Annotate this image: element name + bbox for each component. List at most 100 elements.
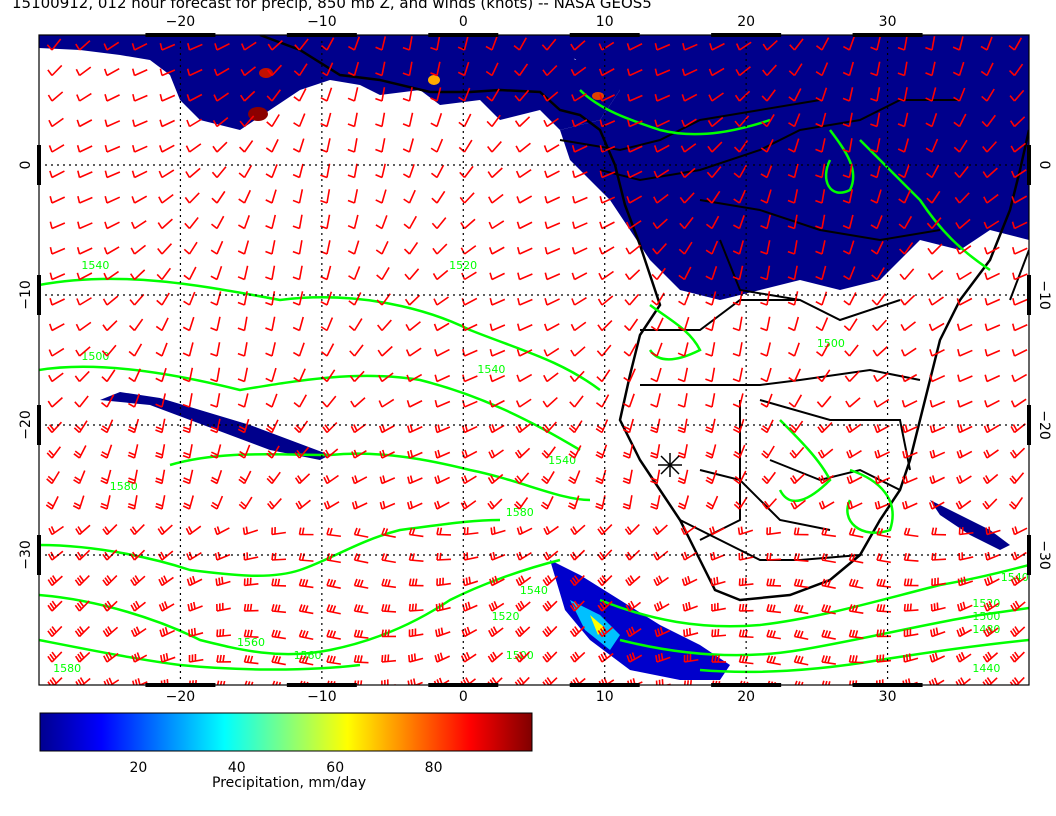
- wind-barb: [705, 418, 716, 434]
- wind-barb: [376, 267, 390, 281]
- wind-barb: [925, 112, 938, 128]
- precip-hotspot: [259, 68, 273, 78]
- wind-barb: [788, 368, 801, 383]
- wind-barb: [127, 469, 138, 485]
- wind-barb: [320, 291, 333, 306]
- wind-barb: [127, 444, 139, 459]
- wind-barb: [595, 444, 608, 459]
- wind-barb: [131, 170, 148, 179]
- wind-barb: [650, 495, 661, 510]
- wind-barb: [347, 214, 359, 230]
- wind-barb: [292, 265, 303, 281]
- wind-barb: [375, 240, 389, 255]
- wind-barb: [237, 418, 250, 434]
- wind-barb: [517, 272, 533, 281]
- wind-barb: [347, 112, 358, 128]
- wind-barb: [77, 221, 93, 230]
- wind-barb: [821, 527, 836, 538]
- wind-barb: [155, 444, 166, 459]
- wind-barb: [706, 166, 722, 179]
- wind-barb: [815, 87, 828, 102]
- wind-barb: [458, 87, 471, 102]
- wind-barb: [650, 444, 661, 459]
- wind-barb: [761, 114, 775, 128]
- lat-tick-right: 0: [1036, 161, 1052, 170]
- wind-barb: [705, 495, 719, 510]
- wind-barb: [815, 163, 826, 179]
- wind-barb: [216, 602, 231, 612]
- wind-barb: [543, 347, 560, 357]
- wind-barb: [953, 113, 967, 128]
- wind-barb: [375, 138, 386, 153]
- wind-barb: [74, 574, 90, 587]
- wind-barb: [711, 602, 726, 612]
- wind-barb: [705, 393, 716, 408]
- wind-barb: [402, 36, 413, 51]
- wind-barb: [982, 473, 999, 485]
- wind-barb: [540, 496, 554, 510]
- wind-barb: [407, 475, 423, 485]
- wind-barb: [211, 190, 226, 204]
- wind-barb: [870, 112, 881, 128]
- wind-barb: [711, 654, 727, 663]
- wind-barb: [294, 473, 311, 485]
- wind-barb: [488, 424, 505, 434]
- wind-barb: [677, 469, 689, 485]
- wind-barb: [487, 141, 502, 153]
- wind-barb: [457, 61, 470, 77]
- wind-barb: [598, 41, 615, 51]
- wind-barb: [47, 575, 63, 587]
- wind-barb: [956, 271, 972, 281]
- wind-barb: [321, 395, 337, 408]
- wind-barb: [157, 218, 173, 230]
- wind-barb: [237, 342, 248, 357]
- wind-barb: [789, 473, 806, 485]
- wind-barb: [238, 164, 253, 179]
- wind-barb: [378, 398, 395, 408]
- wind-barb: [267, 498, 282, 510]
- wind-barb: [598, 68, 615, 77]
- wind-barb: [683, 627, 699, 638]
- wind-barb: [184, 217, 199, 230]
- wind-barb: [1010, 169, 1027, 179]
- wind-barb: [762, 498, 778, 510]
- wind-barb: [132, 119, 148, 128]
- wind-barb: [214, 42, 230, 51]
- wind-barb: [515, 169, 532, 179]
- wind-barb: [381, 629, 397, 638]
- wind-barb: [766, 527, 781, 536]
- wind-barb: [844, 370, 860, 383]
- wind-barb: [127, 418, 140, 434]
- colorbar-label: Precipitation, mm/day: [212, 775, 367, 791]
- wind-barb: [650, 342, 663, 357]
- wind-barb: [821, 629, 836, 640]
- wind-barb: [298, 655, 314, 666]
- wind-barb: [734, 115, 750, 128]
- wind-barb: [897, 87, 908, 102]
- wind-barb: [158, 575, 174, 587]
- wind-barb: [569, 395, 584, 408]
- wind-barb: [870, 163, 882, 179]
- colorbar-tick: 40: [228, 760, 246, 776]
- wind-barb: [543, 525, 559, 536]
- lon-tick-top: 0: [459, 14, 468, 30]
- wind-barb: [842, 240, 855, 255]
- wind-barb: [1008, 63, 1024, 77]
- wind-barb: [653, 193, 669, 204]
- wind-barb: [298, 629, 314, 641]
- wind-barb: [326, 604, 341, 615]
- wind-barb: [901, 424, 918, 434]
- contour-label: 1580: [506, 506, 534, 519]
- wind-barb: [903, 653, 919, 663]
- wind-barb: [682, 601, 698, 612]
- wind-barb: [871, 267, 885, 281]
- wind-barb: [677, 367, 689, 383]
- wind-barb: [848, 578, 864, 589]
- wind-barb: [128, 393, 140, 408]
- wind-barb: [954, 192, 970, 204]
- wind-barb: [870, 215, 883, 230]
- wind-barb: [567, 495, 580, 510]
- wind-barb: [239, 90, 256, 102]
- wind-barb: [760, 265, 771, 281]
- wind-barb: [929, 424, 946, 434]
